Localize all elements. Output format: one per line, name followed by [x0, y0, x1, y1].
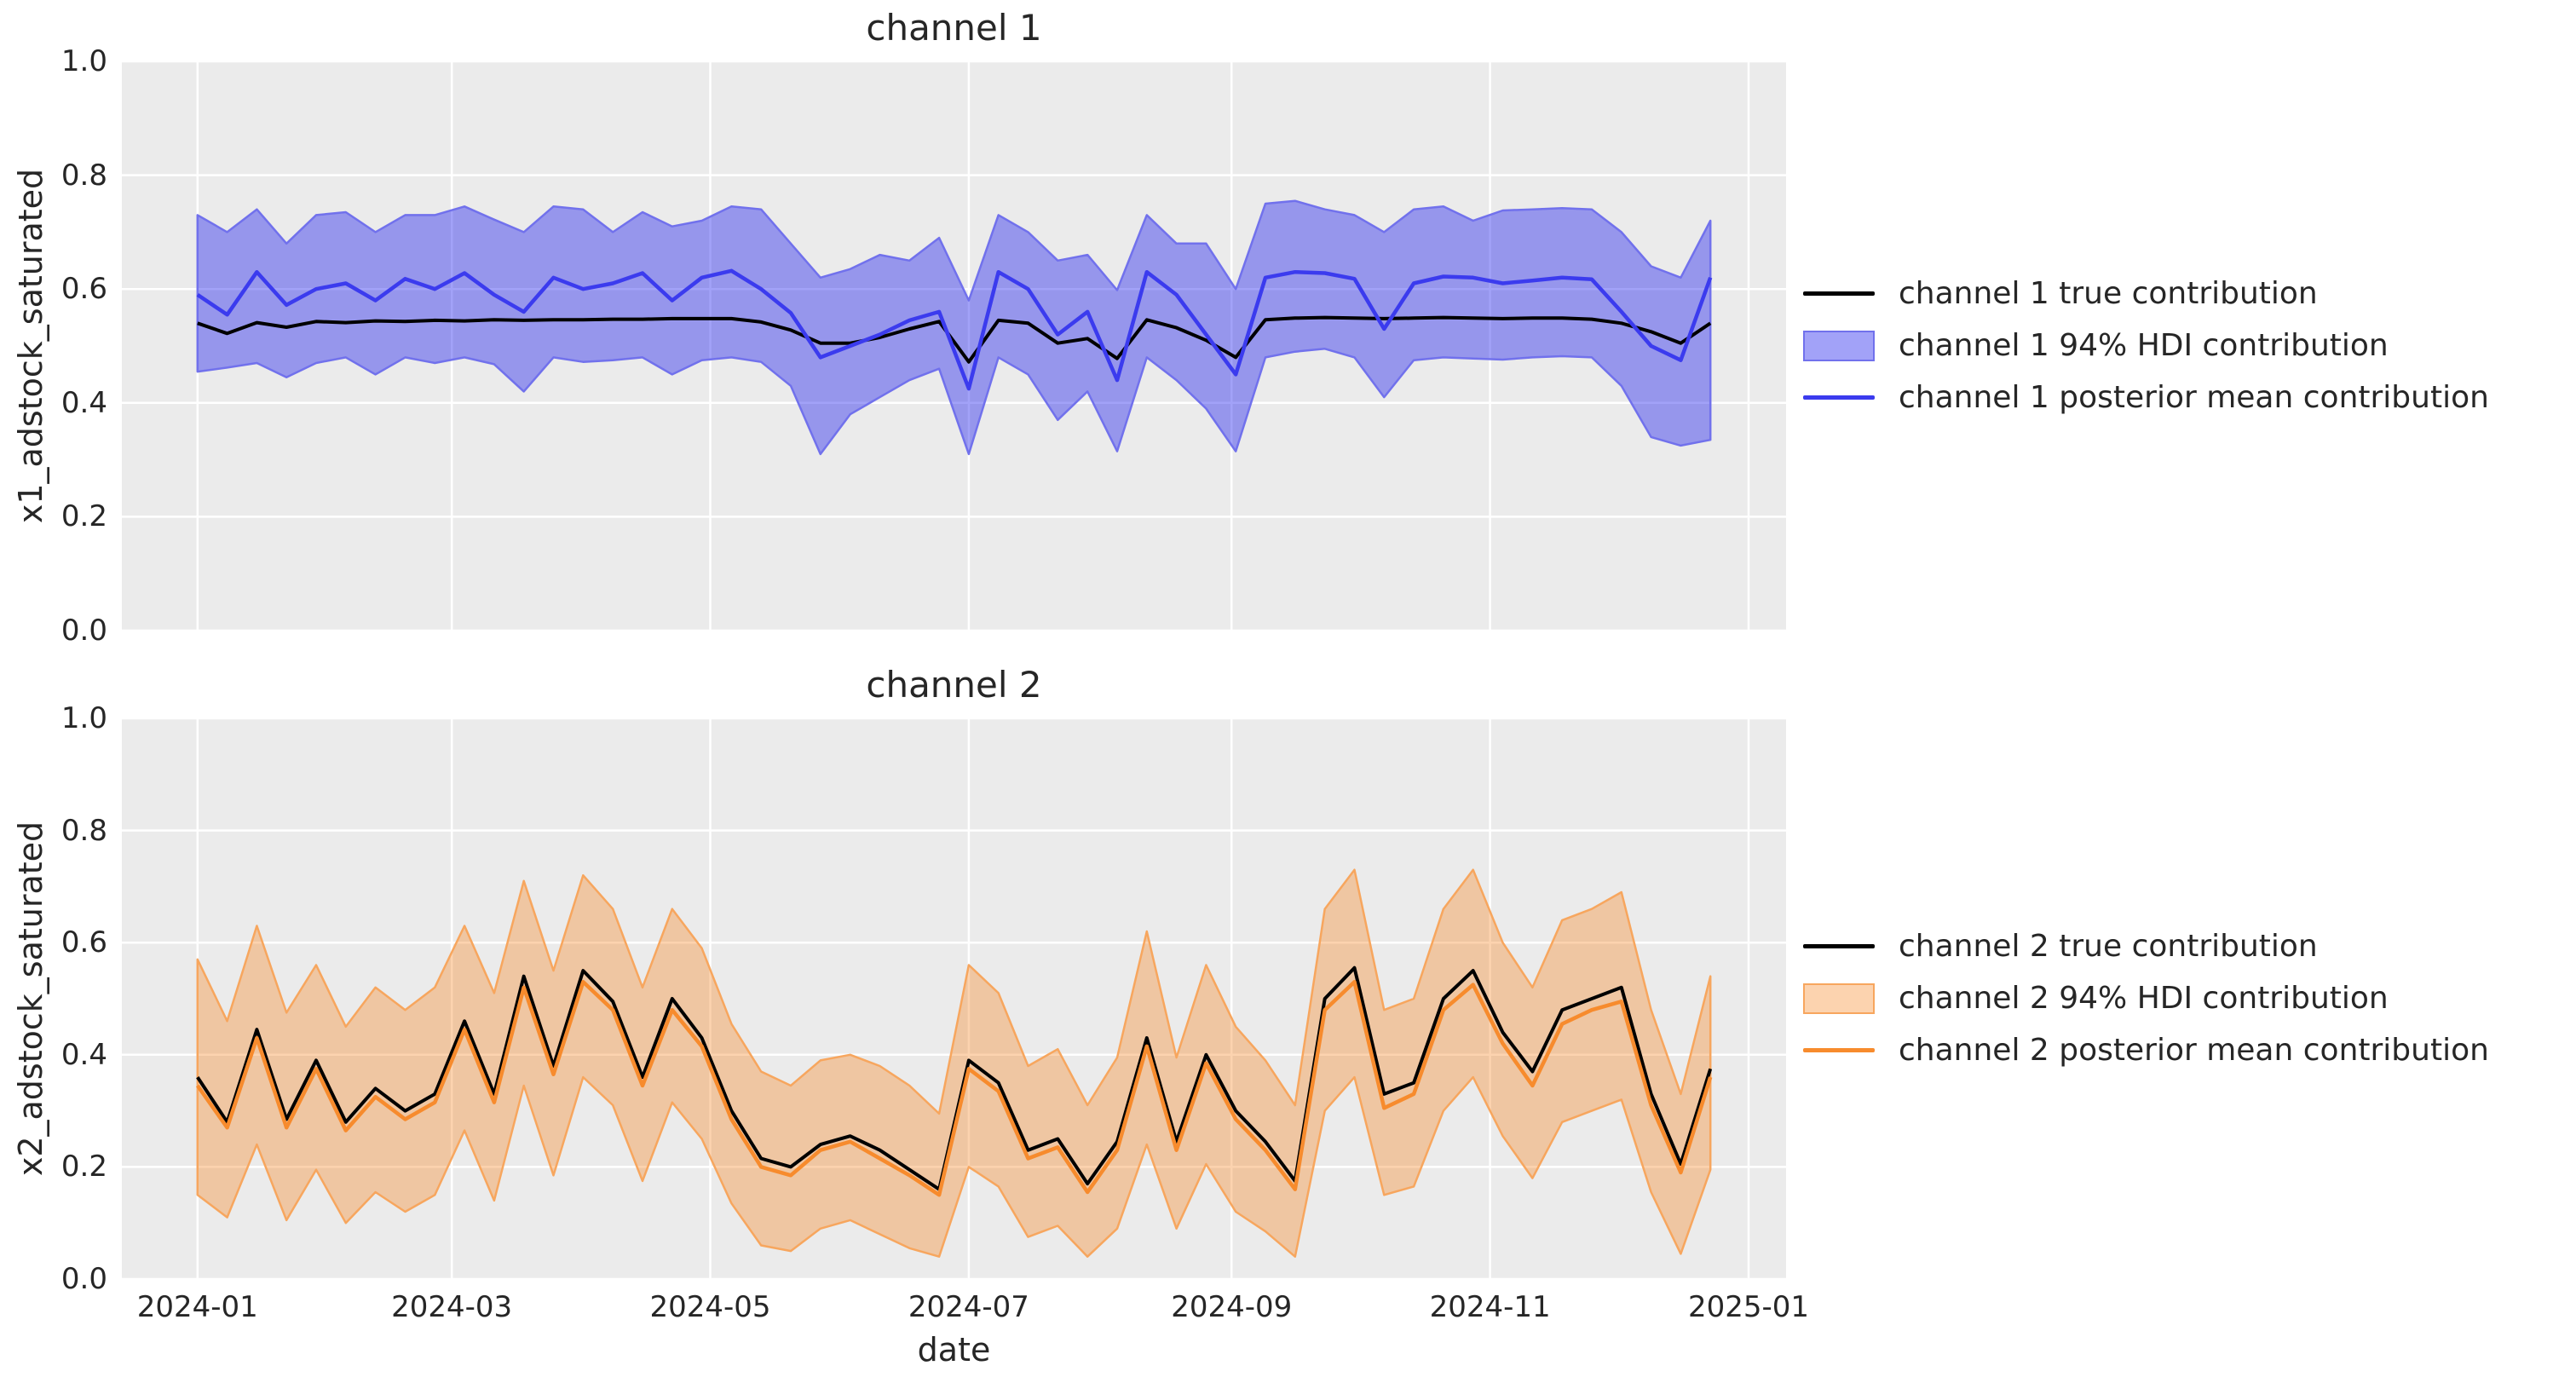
true-contribution-line — [197, 315, 1712, 364]
y-tick-label: 0.6 — [61, 925, 107, 960]
y-tick-label: 0.0 — [61, 1262, 107, 1296]
legend-label: channel 1 posterior mean contribution — [1899, 380, 2489, 415]
y-tick-label: 0.4 — [61, 385, 107, 420]
y-tick-label: 0.6 — [61, 272, 107, 307]
legend-channel-1: channel 1 true contribution channel 1 94%… — [1803, 268, 2489, 424]
y-tick-label: 0.8 — [61, 813, 107, 848]
hdi-band-swatch — [1803, 330, 1875, 361]
y-tick-label: 0.8 — [61, 158, 107, 193]
x-tick-label: 2024-05 — [649, 1290, 771, 1324]
legend-item: channel 1 true contribution — [1803, 268, 2489, 320]
x-axis-label: date — [917, 1331, 991, 1369]
plot-area-channel-1 — [122, 61, 1786, 631]
y-tick-label: 0.4 — [61, 1037, 107, 1072]
x-tick-label: 2024-03 — [391, 1290, 513, 1324]
plot-title-channel-2: channel 2 — [866, 664, 1042, 706]
legend-item: channel 2 94% HDI contribution — [1803, 972, 2489, 1024]
legend-label: channel 1 true contribution — [1899, 276, 2318, 311]
y-axis-label-channel-2: x2_adstock_saturated — [12, 821, 49, 1177]
y-tick-label: 0.2 — [61, 1150, 107, 1184]
hdi-band-swatch — [1803, 983, 1875, 1014]
hdi-band — [196, 199, 1712, 456]
hdi-band — [196, 868, 1712, 1258]
legend-item: channel 1 94% HDI contribution — [1803, 320, 2489, 372]
plot-title-channel-1: channel 1 — [866, 7, 1042, 49]
x-tick-label: 2024-11 — [1429, 1290, 1551, 1324]
y-tick-label: 0.2 — [61, 499, 107, 534]
legend-item: channel 2 posterior mean contribution — [1803, 1024, 2489, 1076]
line-swatch — [1803, 944, 1875, 948]
plot-area-channel-2 — [122, 718, 1786, 1279]
x-tick-label: 2024-07 — [908, 1290, 1029, 1324]
y-axis-label-channel-1: x1_adstock_saturated — [12, 168, 49, 524]
plot-background — [122, 718, 1786, 1279]
line-swatch — [1803, 291, 1875, 296]
legend-item: channel 1 posterior mean contribution — [1803, 372, 2489, 424]
gridlines — [122, 61, 1786, 631]
x-tick-label: 2024-09 — [1171, 1290, 1293, 1324]
line-swatch — [1803, 395, 1875, 400]
line-swatch — [1803, 1048, 1875, 1052]
posterior-mean-line — [196, 268, 1713, 391]
y-tick-label: 1.0 — [61, 701, 107, 735]
y-tick-label: 0.0 — [61, 614, 107, 648]
legend-label: channel 1 94% HDI contribution — [1899, 328, 2389, 363]
legend-label: channel 2 true contribution — [1899, 929, 2318, 964]
x-tick-label: 2025-01 — [1687, 1290, 1810, 1324]
legend-item: channel 2 true contribution — [1803, 920, 2489, 972]
y-tick-label: 1.0 — [61, 44, 107, 78]
legend-label: channel 2 posterior mean contribution — [1899, 1033, 2489, 1068]
x-tick-label: 2024-01 — [136, 1290, 258, 1324]
legend-label: channel 2 94% HDI contribution — [1899, 981, 2389, 1016]
legend-channel-2: channel 2 true contribution channel 2 94%… — [1803, 920, 2489, 1076]
posterior-mean-line — [195, 980, 1713, 1197]
